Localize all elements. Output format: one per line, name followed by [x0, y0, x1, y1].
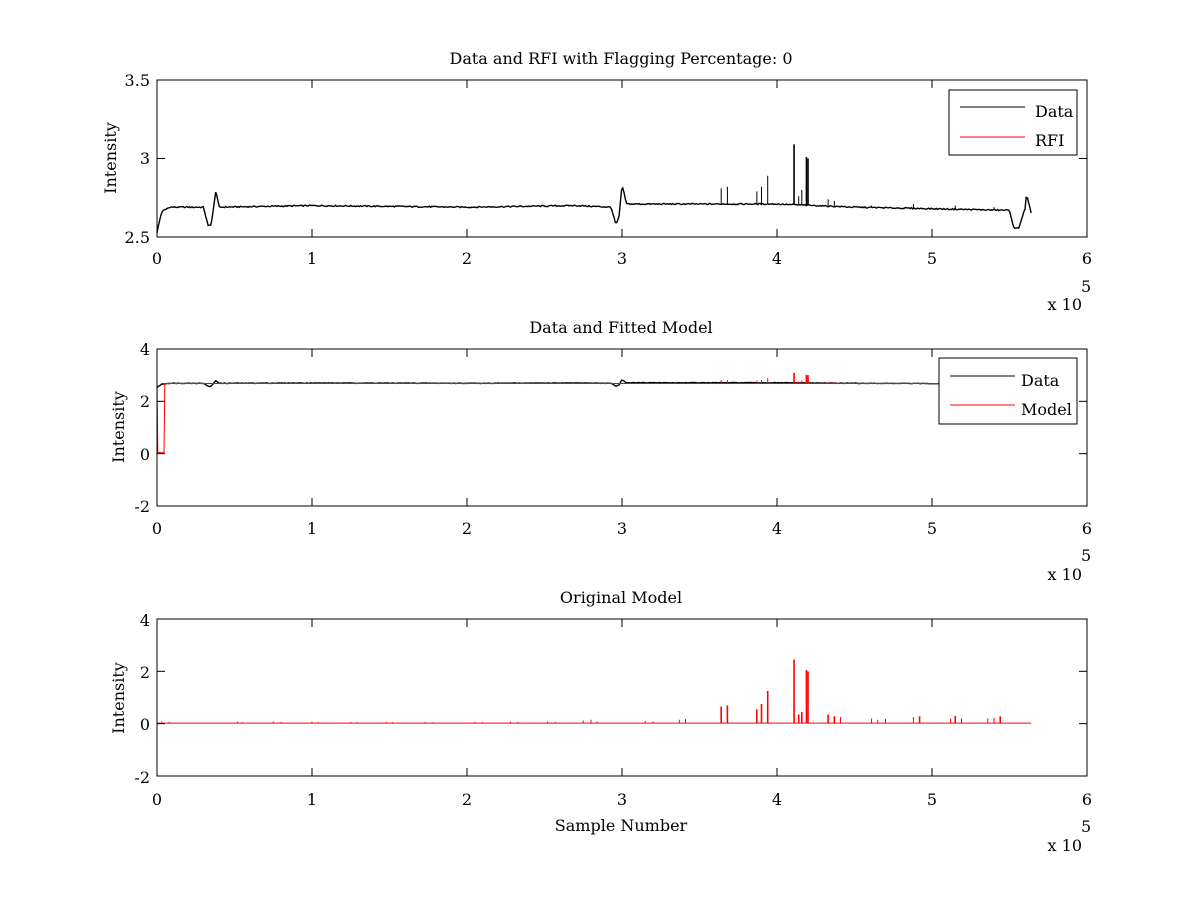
- panel-1-title: Data and RFI with Flagging Percentage: 0: [449, 49, 792, 68]
- panel-3-xtick-label: 3: [617, 790, 627, 809]
- panel-3-x-multiplier: x 10: [1048, 836, 1082, 855]
- panel-2-xtick-label: 6: [1082, 519, 1092, 538]
- series-line-data: [156, 186, 1032, 233]
- panel-2-x-multiplier: x 10: [1048, 565, 1082, 584]
- panel-2-yticklabels: -2 0 2 4: [134, 340, 150, 516]
- panel-1-ytick-label: 3.5: [125, 71, 150, 90]
- panel-3-tick-marks: [156, 618, 1088, 777]
- panel-2-xticklabels: 0 1 2 3 4 5 6: [152, 519, 1092, 538]
- panel-1-ytick-label: 2.5: [125, 228, 150, 247]
- panel-1-xtick-label: 1: [307, 249, 317, 268]
- panel-2: Data and Fitted Model Intensity -2 0 2 4…: [109, 318, 1092, 584]
- panel-1-yticklabels: 2.5 3 3.5: [125, 71, 150, 247]
- panel-1-xtick-label: 0: [152, 249, 162, 268]
- panel-3-xticklabels: 0 1 2 3 4 5 6: [152, 790, 1092, 809]
- panel-3-ytick-label: 4: [140, 611, 150, 630]
- panel-1-x-exponent: 5: [1081, 277, 1091, 296]
- panel-2-xtick-label: 2: [462, 519, 472, 538]
- panel-2-xtick-label: 0: [152, 519, 162, 538]
- panel-1-legend-rfi-label: RFI: [1035, 131, 1064, 150]
- panel-2-xtick-label: 5: [927, 519, 937, 538]
- panel-2-legend-model-label: Model: [1021, 400, 1072, 419]
- panel-1-xtick-label: 5: [927, 249, 937, 268]
- panel-3-ytick-label: -2: [134, 768, 150, 787]
- panel-3-xtick-label: 1: [307, 790, 317, 809]
- panel-2-ytick-label: 4: [140, 340, 150, 359]
- panel-1-x-multiplier: x 10: [1048, 295, 1082, 314]
- panel-2-xtick-label: 3: [617, 519, 627, 538]
- panel-3: Original Model Intensity -2 0 2 4 0 1 2 …: [109, 588, 1092, 855]
- panel-3-ylabel: Intensity: [109, 662, 128, 734]
- panel-2-x-exponent: 5: [1081, 546, 1091, 565]
- panel-3-ytick-label: 2: [140, 663, 150, 682]
- panel-3-xlabel: Sample Number: [555, 816, 688, 835]
- panel-2-ylabel: Intensity: [109, 391, 128, 463]
- panel-2-xtick-label: 4: [772, 519, 782, 538]
- panel-1-xtick-label: 3: [617, 249, 627, 268]
- panel-1: Data and RFI with Flagging Percentage: 0…: [101, 49, 1092, 314]
- panel-3-x-exponent: 5: [1081, 817, 1091, 836]
- panel-2-ytick-label: 2: [140, 392, 150, 411]
- panel-2-plot-lines: [156, 372, 1032, 453]
- panel-1-ylabel: Intensity: [101, 122, 120, 194]
- panel-1-xtick-label: 2: [462, 249, 472, 268]
- series-line-model: [156, 383, 1032, 453]
- panel-3-xtick-label: 6: [1082, 790, 1092, 809]
- panel-1-legend: Data RFI: [948, 89, 1078, 156]
- panel-2-legend: Data Model: [938, 357, 1078, 425]
- panel-3-title: Original Model: [560, 588, 682, 607]
- panel-3-ytick-label: 0: [140, 715, 150, 734]
- panel-1-ytick-label: 3: [140, 149, 150, 168]
- panel-2-xtick-label: 1: [307, 519, 317, 538]
- panel-1-legend-box: [948, 89, 1078, 156]
- panel-1-plot-lines: [156, 144, 1032, 233]
- panel-1-xtick-label: 6: [1082, 249, 1092, 268]
- panel-3-xtick-label: 0: [152, 790, 162, 809]
- panel-3-xtick-label: 5: [927, 790, 937, 809]
- panel-2-tick-marks: [156, 348, 1088, 507]
- panel-2-legend-data-label: Data: [1021, 371, 1060, 390]
- panel-3-xtick-label: 4: [772, 790, 782, 809]
- panel-1-xtick-label: 4: [772, 249, 782, 268]
- panel-2-ytick-label: -2: [134, 497, 150, 516]
- panel-2-ytick-label: 0: [140, 445, 150, 464]
- panel-3-xtick-label: 2: [462, 790, 472, 809]
- panel-1-tick-marks: [156, 79, 1088, 238]
- panel-1-xticklabels: 0 1 2 3 4 5 6: [152, 249, 1092, 268]
- panel-2-title: Data and Fitted Model: [529, 318, 712, 337]
- panel-3-yticklabels: -2 0 2 4: [134, 611, 150, 787]
- panel-1-legend-data-label: Data: [1035, 102, 1074, 121]
- panel-2-legend-box: [938, 357, 1078, 425]
- panel-3-plot-lines: [157, 659, 1032, 724]
